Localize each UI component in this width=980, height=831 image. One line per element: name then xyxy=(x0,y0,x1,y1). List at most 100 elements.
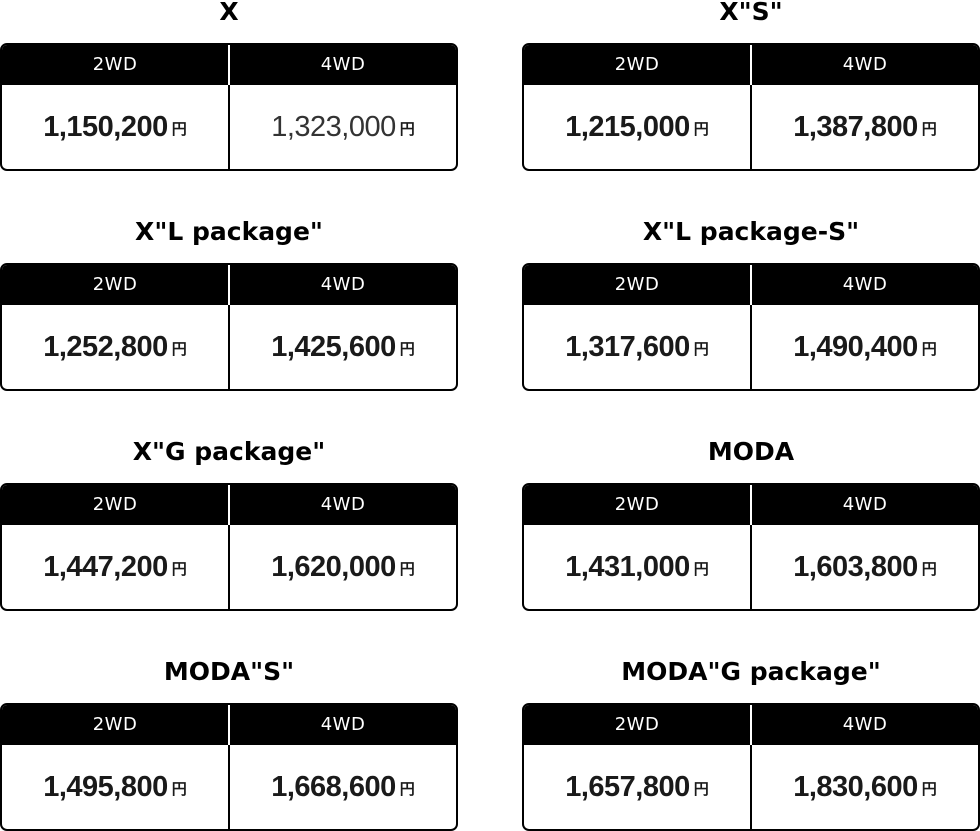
price-2wd: 1,657,800 xyxy=(565,771,690,803)
yen-symbol: 円 xyxy=(693,120,709,138)
cell-divider xyxy=(750,745,752,829)
header-divider xyxy=(228,705,230,745)
cell-divider xyxy=(228,305,230,389)
cell-divider xyxy=(750,525,752,609)
price-table: 2WD 4WD 1,150,200 円 1,323,000 円 xyxy=(0,43,458,171)
grade-card-x-s: X"S" 2WD 4WD 1,215,000 円 1,387,800 円 xyxy=(522,0,980,171)
yen-symbol: 円 xyxy=(693,560,709,578)
grade-card-moda-s: MODA"S" 2WD 4WD 1,495,800 円 1,668,600 円 xyxy=(0,657,458,831)
price-2wd: 1,447,200 xyxy=(43,551,168,583)
grade-card-moda: MODA 2WD 4WD 1,431,000 円 1,603,800 円 xyxy=(522,437,980,611)
table-header-row: 2WD 4WD xyxy=(524,705,978,745)
cell-divider xyxy=(750,85,752,169)
column-header-4wd: 4WD xyxy=(320,274,366,295)
column-header-2wd: 2WD xyxy=(92,494,138,515)
grade-title: X"S" xyxy=(719,0,783,26)
price-cell-4wd: 1,490,400 円 xyxy=(752,305,978,389)
price-cell-2wd: 1,215,000 円 xyxy=(524,85,750,169)
table-header-row: 2WD 4WD xyxy=(2,485,456,525)
grade-title: X"L package" xyxy=(135,217,323,246)
yen-symbol: 円 xyxy=(399,780,415,798)
table-header-row: 2WD 4WD xyxy=(524,485,978,525)
grade-title: MODA"S" xyxy=(163,657,295,686)
price-cell-4wd: 1,668,600 円 xyxy=(230,745,456,829)
column-header-2wd: 2WD xyxy=(614,714,660,735)
price-cell-4wd: 1,425,600 円 xyxy=(230,305,456,389)
table-header-row: 2WD 4WD xyxy=(524,265,978,305)
cell-divider xyxy=(228,525,230,609)
grade-card-x-l-package-s: X"L package-S" 2WD 4WD 1,317,600 円 1,490,… xyxy=(522,217,980,391)
price-table: 2WD 4WD 1,447,200 円 1,620,000 円 xyxy=(0,483,458,611)
yen-symbol: 円 xyxy=(693,340,709,358)
yen-symbol: 円 xyxy=(399,560,415,578)
column-header-2wd: 2WD xyxy=(614,274,660,295)
header-divider xyxy=(228,265,230,305)
price-4wd: 1,425,600 xyxy=(271,331,396,363)
table-header-row: 2WD 4WD xyxy=(2,705,456,745)
column-header-4wd: 4WD xyxy=(842,54,888,75)
price-4wd: 1,620,000 xyxy=(271,551,396,583)
yen-symbol: 円 xyxy=(171,120,187,138)
price-2wd: 1,495,800 xyxy=(43,771,168,803)
price-cell-2wd: 1,447,200 円 xyxy=(2,525,228,609)
column-header-4wd: 4WD xyxy=(320,494,366,515)
column-header-4wd: 4WD xyxy=(842,714,888,735)
price-4wd: 1,603,800 xyxy=(793,551,918,583)
price-4wd: 1,668,600 xyxy=(271,771,396,803)
grade-card-moda-g-package: MODA"G package" 2WD 4WD 1,657,800 円 1,830… xyxy=(522,657,980,831)
price-cell-4wd: 1,620,000 円 xyxy=(230,525,456,609)
grade-title: MODA"G package" xyxy=(621,657,881,686)
column-header-2wd: 2WD xyxy=(92,274,138,295)
price-cell-2wd: 1,252,800 円 xyxy=(2,305,228,389)
price-table: 2WD 4WD 1,317,600 円 1,490,400 円 xyxy=(522,263,980,391)
price-cell-2wd: 1,150,200 円 xyxy=(2,85,228,169)
yen-symbol: 円 xyxy=(399,120,415,138)
table-header-row: 2WD 4WD xyxy=(524,45,978,85)
table-header-row: 2WD 4WD xyxy=(2,45,456,85)
price-2wd: 1,317,600 xyxy=(565,331,690,363)
grade-title: MODA xyxy=(707,437,795,466)
column-header-4wd: 4WD xyxy=(842,274,888,295)
price-4wd: 1,830,600 xyxy=(793,771,918,803)
price-2wd: 1,215,000 xyxy=(565,111,690,143)
header-divider xyxy=(750,265,752,305)
column-header-2wd: 2WD xyxy=(614,54,660,75)
cell-divider xyxy=(228,745,230,829)
price-table: 2WD 4WD 1,215,000 円 1,387,800 円 xyxy=(522,43,980,171)
column-header-2wd: 2WD xyxy=(92,54,138,75)
header-divider xyxy=(750,705,752,745)
grade-card-x-g-package: X"G package" 2WD 4WD 1,447,200 円 1,620,00… xyxy=(0,437,458,611)
price-cell-4wd: 1,830,600 円 xyxy=(752,745,978,829)
yen-symbol: 円 xyxy=(921,340,937,358)
yen-symbol: 円 xyxy=(171,560,187,578)
yen-symbol: 円 xyxy=(921,560,937,578)
yen-symbol: 円 xyxy=(921,120,937,138)
header-divider xyxy=(750,45,752,85)
price-table: 2WD 4WD 1,252,800 円 1,425,600 円 xyxy=(0,263,458,391)
grade-title: X"G package" xyxy=(132,437,326,466)
column-header-2wd: 2WD xyxy=(92,714,138,735)
yen-symbol: 円 xyxy=(171,780,187,798)
price-4wd: 1,323,000 xyxy=(271,111,396,143)
price-cell-4wd: 1,603,800 円 xyxy=(752,525,978,609)
yen-symbol: 円 xyxy=(399,340,415,358)
price-cell-2wd: 1,495,800 円 xyxy=(2,745,228,829)
header-divider xyxy=(228,45,230,85)
grade-title: X xyxy=(219,0,239,26)
price-2wd: 1,150,200 xyxy=(43,111,168,143)
yen-symbol: 円 xyxy=(171,340,187,358)
column-header-2wd: 2WD xyxy=(614,494,660,515)
header-divider xyxy=(228,485,230,525)
grade-card-x-l-package: X"L package" 2WD 4WD 1,252,800 円 1,425,60… xyxy=(0,217,458,391)
column-header-4wd: 4WD xyxy=(320,714,366,735)
grade-title: X"L package-S" xyxy=(642,217,860,246)
price-cell-2wd: 1,657,800 円 xyxy=(524,745,750,829)
price-cell-2wd: 1,431,000 円 xyxy=(524,525,750,609)
column-header-4wd: 4WD xyxy=(320,54,366,75)
cell-divider xyxy=(750,305,752,389)
yen-symbol: 円 xyxy=(921,780,937,798)
table-header-row: 2WD 4WD xyxy=(2,265,456,305)
price-2wd: 1,252,800 xyxy=(43,331,168,363)
price-cell-4wd: 1,323,000 円 xyxy=(230,85,456,169)
